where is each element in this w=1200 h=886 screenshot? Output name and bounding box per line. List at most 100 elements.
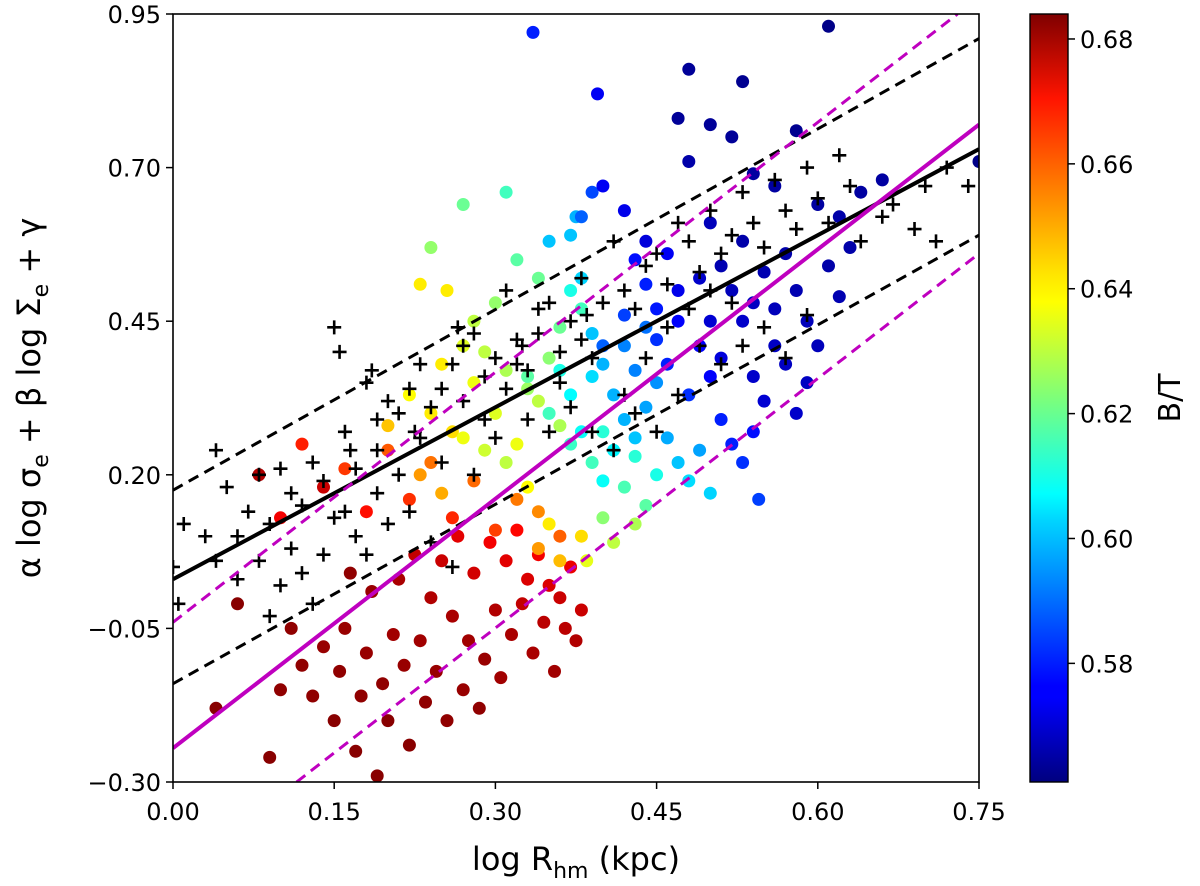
- plus-point: [434, 455, 449, 470]
- colored-point: [343, 566, 357, 580]
- plus-point: [692, 265, 707, 280]
- plus-point: [843, 179, 858, 194]
- colored-point: [510, 523, 524, 537]
- colored-point: [746, 370, 760, 383]
- plus-point: [552, 375, 567, 390]
- colored-point: [591, 87, 604, 101]
- colored-point: [650, 468, 664, 482]
- colored-point: [515, 597, 529, 611]
- colored-point: [354, 689, 368, 703]
- colored-point: [424, 591, 438, 605]
- plus-point: [724, 228, 739, 243]
- colored-point: [596, 425, 610, 439]
- colored-point: [757, 394, 771, 408]
- plus-point: [488, 430, 503, 445]
- colorbar-tick-label: 0.64: [1080, 276, 1133, 304]
- plus-point: [284, 541, 299, 556]
- x-axis-ticks: 0.00 0.15 0.30 0.45 0.60 0.75: [146, 782, 1006, 826]
- plus-point: [348, 461, 363, 476]
- colored-point: [569, 634, 583, 648]
- colored-point: [478, 443, 492, 457]
- colored-point: [843, 241, 857, 254]
- black-upper-line: [173, 37, 979, 492]
- colored-point: [617, 480, 631, 494]
- plus-point: [660, 320, 675, 335]
- plus-point: [542, 295, 557, 310]
- colored-point: [478, 652, 492, 666]
- colored-point: [537, 615, 551, 629]
- colored-point: [671, 314, 685, 328]
- plot-content: [173, 14, 979, 782]
- plus-point: [574, 332, 589, 347]
- plus-point: [359, 547, 374, 562]
- y-axis-label: α log σe + β log Σe + γ: [10, 218, 54, 579]
- colored-point: [703, 118, 717, 132]
- colored-point: [542, 406, 556, 420]
- black-lower-line: [173, 233, 979, 686]
- plus-point: [337, 504, 352, 519]
- colored-point: [768, 302, 782, 316]
- colored-point: [714, 259, 728, 273]
- colored-point: [725, 130, 739, 144]
- plus-point: [337, 424, 352, 439]
- colored-point: [574, 603, 588, 617]
- colored-point: [510, 492, 524, 506]
- colored-point: [972, 155, 979, 168]
- colored-point: [542, 517, 556, 531]
- y-tick-label: 0.70: [108, 155, 161, 183]
- plus-point: [284, 486, 299, 501]
- colored-point: [564, 560, 578, 574]
- x-tick-label: 0.30: [469, 798, 522, 826]
- colored-point: [553, 419, 567, 433]
- plus-point: [445, 559, 460, 574]
- colorbar-tick-label: 0.66: [1080, 151, 1133, 179]
- plus-point: [364, 363, 379, 378]
- plus-point: [574, 271, 589, 286]
- colored-point: [660, 247, 674, 261]
- colored-point: [505, 628, 518, 641]
- colored-point: [445, 511, 459, 525]
- plus-point: [176, 516, 191, 531]
- plus-point: [853, 234, 868, 249]
- plus-point: [778, 351, 793, 366]
- colored-point: [521, 572, 535, 586]
- colored-point: [472, 701, 486, 715]
- colored-point: [875, 173, 889, 187]
- colored-point: [274, 683, 287, 697]
- plus-point: [789, 222, 804, 237]
- magenta-upper-line: [173, 14, 959, 624]
- plus-point: [466, 467, 481, 482]
- colored-point: [488, 603, 502, 617]
- plus-point: [810, 191, 825, 206]
- x-axis-label: log Rhm (kpc): [472, 840, 680, 884]
- colored-point: [424, 456, 438, 469]
- colored-point: [402, 738, 416, 752]
- plus-point: [370, 486, 385, 501]
- colorbar-tick-label: 0.60: [1080, 525, 1133, 553]
- colorbar-tick-label: 0.68: [1080, 26, 1133, 54]
- plus-point: [413, 357, 428, 372]
- colored-point: [402, 492, 416, 506]
- colored-point: [736, 75, 750, 89]
- plus-point: [671, 215, 686, 230]
- colored-point: [456, 431, 470, 445]
- colored-point: [397, 658, 411, 672]
- colored-point: [854, 185, 868, 199]
- colorbar-gradient: [1029, 13, 1069, 783]
- plus-point: [724, 295, 739, 310]
- colored-point: [714, 413, 728, 426]
- colored-point: [585, 327, 599, 340]
- colored-point: [725, 284, 739, 297]
- plus-point: [198, 529, 213, 544]
- colored-point: [419, 695, 432, 709]
- y-tick-label: 0.20: [108, 462, 161, 490]
- colored-point: [660, 431, 674, 445]
- plus-point: [961, 179, 976, 194]
- colored-point: [596, 474, 610, 488]
- plus-point: [273, 578, 288, 593]
- colorbar-label: B/T: [1153, 373, 1188, 423]
- colored-point: [822, 19, 835, 33]
- black-fit-line: [173, 147, 979, 582]
- colored-point: [736, 234, 750, 248]
- colored-point: [386, 628, 400, 641]
